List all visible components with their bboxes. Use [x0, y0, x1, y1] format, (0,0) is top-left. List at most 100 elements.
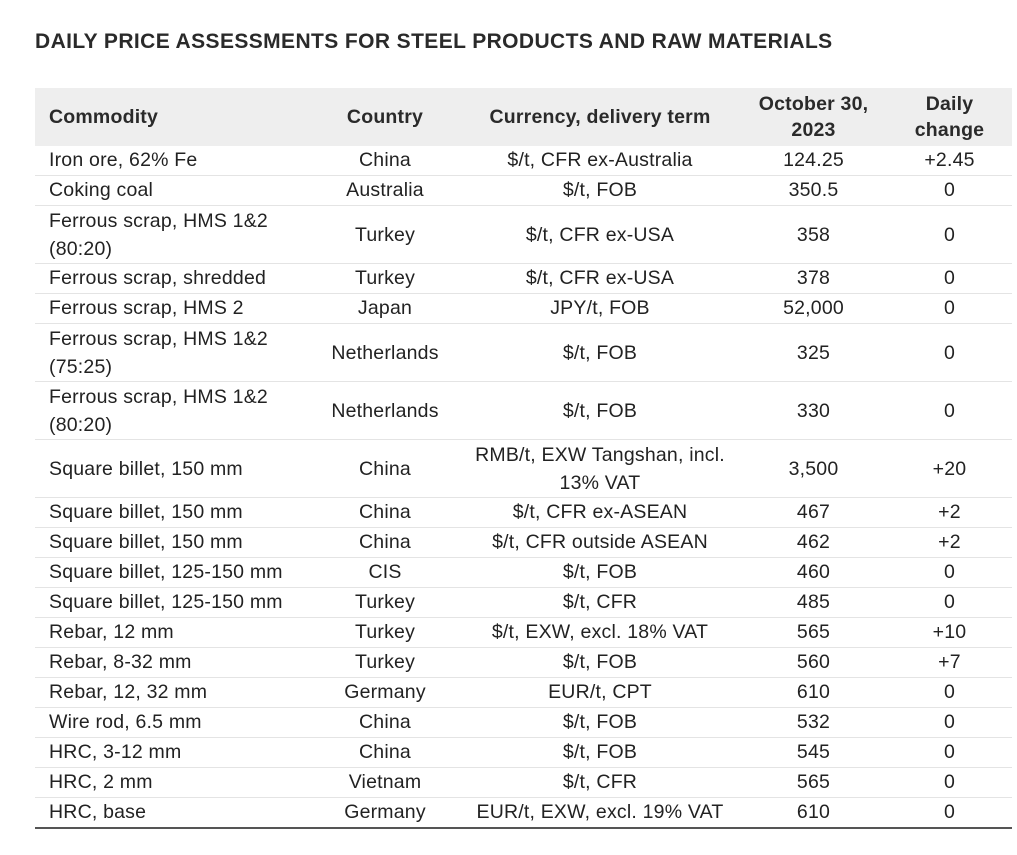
- table-row: Square billet, 150 mm China RMB/t, EXW Tan…: [35, 439, 1012, 498]
- cell-country: Turkey: [310, 647, 460, 678]
- cell-commodity: HRC, base: [35, 797, 310, 829]
- table-row: Rebar, 12 mm Turkey $/t, EXW, excl. 18% VA…: [35, 617, 1012, 648]
- cell-commodity: Square billet, 150 mm: [35, 439, 310, 498]
- cell-price: 378: [740, 263, 887, 294]
- cell-country: Vietnam: [310, 767, 460, 798]
- table-row: Rebar, 12, 32 mm Germany EUR/t, CPT 610 0: [35, 677, 1012, 708]
- cell-daily-change: 0: [887, 323, 1012, 382]
- cell-currency: $/t, CFR ex-USA: [460, 205, 740, 264]
- cell-commodity: Square billet, 150 mm: [35, 527, 310, 558]
- cell-commodity: Square billet, 125-150 mm: [35, 557, 310, 588]
- cell-daily-change: 0: [887, 767, 1012, 798]
- cell-price: 565: [740, 767, 887, 798]
- cell-daily-change: 0: [887, 381, 1012, 440]
- table-row: Square billet, 150 mm China $/t, CFR outsi…: [35, 527, 1012, 558]
- header-commodity: Commodity: [35, 88, 310, 146]
- cell-currency: $/t, CFR outside ASEAN: [460, 527, 740, 558]
- cell-daily-change: 0: [887, 557, 1012, 588]
- header-currency: Currency, delivery term: [460, 88, 740, 146]
- cell-price: 610: [740, 797, 887, 829]
- cell-commodity: Iron ore, 62% Fe: [35, 146, 310, 176]
- cell-daily-change: +2: [887, 527, 1012, 558]
- cell-price: 565: [740, 617, 887, 648]
- cell-price: 532: [740, 707, 887, 738]
- header-date: October 30, 2023: [740, 88, 887, 146]
- cell-commodity: Wire rod, 6.5 mm: [35, 707, 310, 738]
- cell-daily-change: 0: [887, 263, 1012, 294]
- cell-price: 460: [740, 557, 887, 588]
- cell-daily-change: 0: [887, 293, 1012, 324]
- cell-daily-change: 0: [887, 797, 1012, 829]
- table-row: HRC, base Germany EUR/t, EXW, excl. 19% VA…: [35, 797, 1012, 829]
- cell-price: 3,500: [740, 439, 887, 498]
- page-title: DAILY PRICE ASSESSMENTS FOR STEEL PRODUC…: [35, 30, 833, 53]
- cell-daily-change: 0: [887, 707, 1012, 738]
- cell-country: Germany: [310, 797, 460, 829]
- table-row: Ferrous scrap, HMS 1&2 (80:20) Netherland…: [35, 381, 1012, 440]
- price-table: Commodity Country Currency, delivery ter…: [35, 88, 1012, 829]
- cell-country: China: [310, 527, 460, 558]
- cell-currency: $/t, FOB: [460, 647, 740, 678]
- cell-currency: $/t, FOB: [460, 737, 740, 768]
- table-row: Coking coal Australia $/t, FOB 350.5 0: [35, 175, 1012, 206]
- cell-price: 52,000: [740, 293, 887, 324]
- cell-price: 485: [740, 587, 887, 618]
- table-row: Square billet, 125-150 mm CIS $/t, FOB 460 0: [35, 557, 1012, 588]
- cell-price: 545: [740, 737, 887, 768]
- cell-price: 467: [740, 497, 887, 528]
- cell-country: Turkey: [310, 587, 460, 618]
- cell-country: Turkey: [310, 205, 460, 264]
- table-row: Square billet, 150 mm China $/t, CFR ex-AS…: [35, 497, 1012, 528]
- table-row: Square billet, 125-150 mm Turkey $/t, CFR 4…: [35, 587, 1012, 618]
- cell-commodity: Ferrous scrap, HMS 1&2 (80:20): [35, 205, 310, 264]
- cell-commodity: Ferrous scrap, shredded: [35, 263, 310, 294]
- cell-daily-change: +2: [887, 497, 1012, 528]
- cell-country: Netherlands: [310, 381, 460, 440]
- cell-commodity: Rebar, 8-32 mm: [35, 647, 310, 678]
- cell-currency: JPY/t, FOB: [460, 293, 740, 324]
- cell-currency: $/t, EXW, excl. 18% VAT: [460, 617, 740, 648]
- cell-country: Turkey: [310, 263, 460, 294]
- cell-country: China: [310, 737, 460, 768]
- cell-currency: $/t, FOB: [460, 381, 740, 440]
- cell-currency: RMB/t, EXW Tangshan, incl. 13% VAT: [460, 439, 740, 498]
- cell-daily-change: 0: [887, 205, 1012, 264]
- cell-commodity: Ferrous scrap, HMS 1&2 (75:25): [35, 323, 310, 382]
- cell-daily-change: +20: [887, 439, 1012, 498]
- table-row: Iron ore, 62% Fe China $/t, CFR ex-Austral…: [35, 146, 1012, 176]
- cell-price: 610: [740, 677, 887, 708]
- cell-country: China: [310, 146, 460, 176]
- header-country: Country: [310, 88, 460, 146]
- cell-currency: $/t, FOB: [460, 557, 740, 588]
- cell-commodity: Coking coal: [35, 175, 310, 206]
- cell-commodity: Ferrous scrap, HMS 1&2 (80:20): [35, 381, 310, 440]
- cell-commodity: HRC, 3-12 mm: [35, 737, 310, 768]
- table-row: Ferrous scrap, HMS 2 Japan JPY/t, FOB 52,00…: [35, 293, 1012, 324]
- table-row: HRC, 2 mm Vietnam $/t, CFR 565 0: [35, 767, 1012, 798]
- table-row: Ferrous scrap, shredded Turkey $/t, CFR ex…: [35, 263, 1012, 294]
- cell-price: 462: [740, 527, 887, 558]
- cell-daily-change: +10: [887, 617, 1012, 648]
- cell-currency: $/t, CFR ex-Australia: [460, 146, 740, 176]
- cell-currency: $/t, FOB: [460, 707, 740, 738]
- cell-country: China: [310, 497, 460, 528]
- table-row: Rebar, 8-32 mm Turkey $/t, FOB 560 +7: [35, 647, 1012, 678]
- header-daily-change: Daily change: [887, 88, 1012, 146]
- table-row: HRC, 3-12 mm China $/t, FOB 545 0: [35, 737, 1012, 768]
- cell-country: China: [310, 439, 460, 498]
- cell-country: Australia: [310, 175, 460, 206]
- cell-daily-change: 0: [887, 677, 1012, 708]
- cell-currency: EUR/t, CPT: [460, 677, 740, 708]
- cell-country: Netherlands: [310, 323, 460, 382]
- table-row: Ferrous scrap, HMS 1&2 (75:25) Netherland…: [35, 323, 1012, 382]
- cell-country: China: [310, 707, 460, 738]
- cell-commodity: Square billet, 150 mm: [35, 497, 310, 528]
- cell-commodity: Ferrous scrap, HMS 2: [35, 293, 310, 324]
- table-row: Ferrous scrap, HMS 1&2 (80:20) Turkey $/t,…: [35, 205, 1012, 264]
- cell-currency: $/t, CFR ex-ASEAN: [460, 497, 740, 528]
- cell-currency: $/t, CFR: [460, 587, 740, 618]
- cell-price: 325: [740, 323, 887, 382]
- cell-commodity: HRC, 2 mm: [35, 767, 310, 798]
- cell-currency: $/t, CFR: [460, 767, 740, 798]
- cell-daily-change: 0: [887, 175, 1012, 206]
